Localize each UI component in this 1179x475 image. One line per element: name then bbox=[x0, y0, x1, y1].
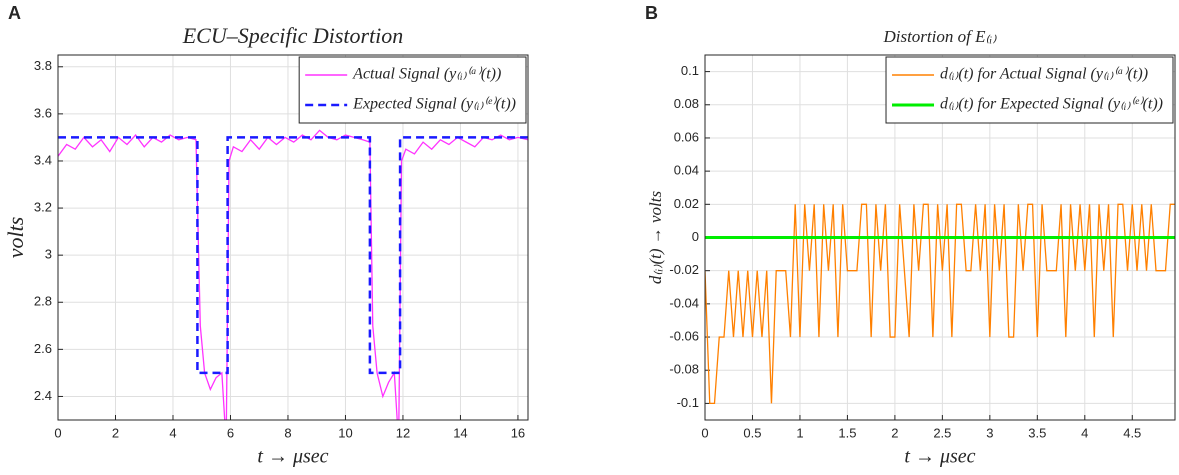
legend: d₍ᵢ₎(t) for Actual Signal (y₍ᵢ₎⁽ᵃ⁾(t)) d₍… bbox=[885, 56, 1174, 124]
y-tick-label: 3 bbox=[45, 247, 52, 262]
y-tick-label: -0.1 bbox=[677, 395, 699, 410]
panel: 0 0.5 1 1.5 2 2.5 3 3.5 4 4.5 -0.1 -0.08 -0.06 -0.04 -… bbox=[645, 3, 1176, 468]
y-tick-label: 0.06 bbox=[674, 129, 699, 144]
x-tick-label: 3 bbox=[986, 425, 993, 440]
y-tick-label: 0.08 bbox=[674, 96, 699, 111]
y-tick-label: -0.04 bbox=[669, 295, 699, 310]
x-tick-label: 1 bbox=[796, 425, 803, 440]
x-tick-label: 4 bbox=[1081, 425, 1088, 440]
x-tick-label: 2.5 bbox=[933, 425, 951, 440]
x-tick-label: 4 bbox=[169, 425, 176, 440]
y-tick-label: 3.4 bbox=[34, 152, 52, 167]
y-tick-label: 0.02 bbox=[674, 196, 699, 211]
y-tick-label: 0.04 bbox=[674, 163, 699, 178]
x-tick-label: 12 bbox=[396, 425, 410, 440]
legend: Actual Signal (y₍ᵢ₎⁽ᵃ⁾(t)) Expected Signa… bbox=[298, 56, 527, 124]
x-tick-label: 1.5 bbox=[838, 425, 856, 440]
panel-label: A bbox=[8, 3, 21, 23]
x-tick-label: 2 bbox=[891, 425, 898, 440]
legend-box bbox=[885, 56, 1174, 124]
axes-frame bbox=[57, 54, 529, 421]
y-tick-label: -0.08 bbox=[669, 362, 699, 377]
x-axis-label: t → μsec bbox=[257, 446, 328, 468]
chart-title: ECU–Specific Distortion bbox=[182, 23, 404, 48]
panel: 0 2 4 6 8 10 12 14 16 2.4 2.6 2.8 3 3.2 3.4 3.6 3.8 ECU–S… bbox=[3, 3, 529, 468]
x-tick-label: 6 bbox=[227, 425, 234, 440]
x-tick-label: 8 bbox=[284, 425, 291, 440]
y-tick-label: 3.8 bbox=[34, 58, 52, 73]
panel-label: B bbox=[645, 3, 658, 23]
legend-label: Actual Signal (y₍ᵢ₎⁽ᵃ⁾(t)) bbox=[352, 66, 501, 83]
y-axis-label: volts bbox=[3, 217, 28, 259]
y-tick-label: -0.02 bbox=[669, 262, 699, 277]
y-tick-label: 3.6 bbox=[34, 105, 52, 120]
x-tick-label: 4.5 bbox=[1123, 425, 1141, 440]
legend-label: d₍ᵢ₎(t) for Actual Signal (y₍ᵢ₎⁽ᵃ⁾(t)) bbox=[940, 66, 1148, 83]
legend-label: d₍ᵢ₎(t) for Expected Signal (y₍ᵢ₎⁽ᵉ⁾(t)) bbox=[940, 96, 1163, 113]
legend-label: Expected Signal (y₍ᵢ₎⁽ᵉ⁾(t)) bbox=[352, 96, 516, 113]
y-axis-label: d₍ᵢ₎(t) → volts bbox=[646, 191, 665, 285]
x-tick-label: 10 bbox=[338, 425, 352, 440]
legend-box bbox=[298, 56, 527, 124]
y-tick-label: 3.2 bbox=[34, 200, 52, 215]
x-tick-label: 3.5 bbox=[1028, 425, 1046, 440]
x-tick-label: 0 bbox=[54, 425, 61, 440]
y-tick-label: 0.1 bbox=[681, 63, 699, 78]
x-tick-label: 0 bbox=[701, 425, 708, 440]
y-tick-label: 2.4 bbox=[34, 388, 52, 403]
y-tick-label: 2.6 bbox=[34, 341, 52, 356]
series-line bbox=[58, 129, 528, 420]
y-tick-label: -0.06 bbox=[669, 328, 699, 343]
axes-frame bbox=[704, 54, 1176, 421]
y-tick-label: 0 bbox=[692, 229, 699, 244]
y-tick-label: 2.8 bbox=[34, 294, 52, 309]
x-tick-label: 0.5 bbox=[743, 425, 761, 440]
x-tick-label: 16 bbox=[511, 425, 525, 440]
x-tick-label: 14 bbox=[453, 425, 467, 440]
x-tick-label: 2 bbox=[112, 425, 119, 440]
x-axis-label: t → μsec bbox=[904, 446, 975, 468]
chart-title: Distortion of E₍ᵢ₎ bbox=[882, 27, 997, 46]
